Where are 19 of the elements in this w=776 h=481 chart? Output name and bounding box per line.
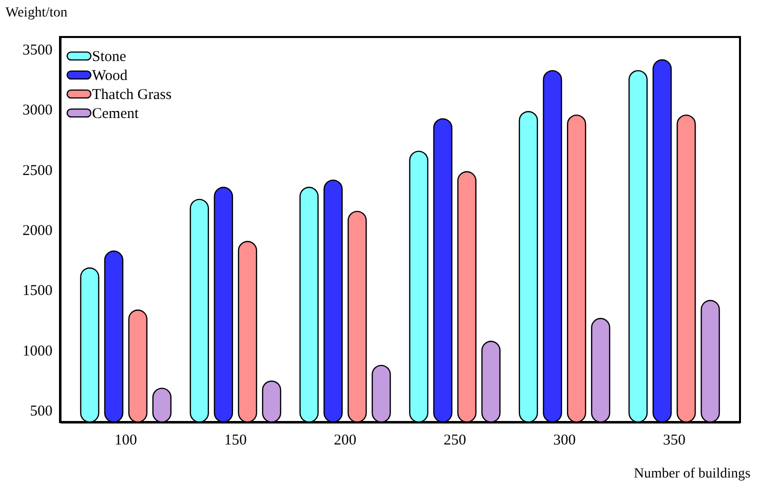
y-tick-label: 500	[30, 403, 52, 420]
legend-label: Thatch Grass	[92, 87, 172, 103]
x-tick-label: 250	[444, 432, 466, 448]
y-tick-label: 1000	[22, 343, 52, 360]
y-tick-label: 3000	[22, 102, 52, 119]
y-tick-label: 3500	[22, 42, 52, 59]
y-axis-title: Weight/ton	[6, 6, 68, 20]
x-tick-label: 150	[224, 432, 247, 448]
x-tick-label: 300	[553, 432, 576, 448]
y-tick-label: 2000	[22, 223, 52, 239]
x-tick-label: 350	[662, 432, 686, 448]
x-tick-label: 100	[114, 432, 138, 448]
legend-label: Cement	[92, 106, 140, 122]
x-axis-title: Number of buildings	[634, 466, 750, 481]
y-tick-label: 2500	[22, 162, 52, 179]
x-tick-label: 200	[334, 432, 356, 448]
legend-label: Wood	[92, 68, 128, 84]
y-tick-label: 1500	[22, 283, 52, 300]
legend-label: Stone	[92, 49, 127, 65]
